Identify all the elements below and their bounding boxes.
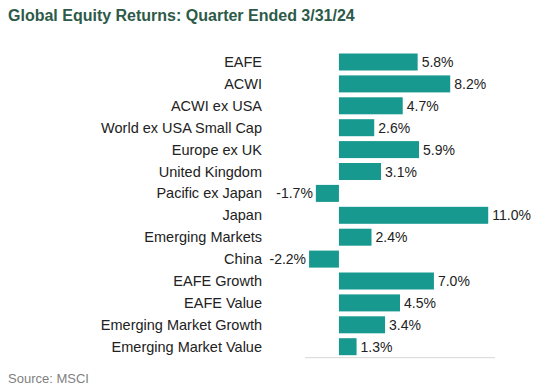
- category-label: Pacific ex Japan: [156, 185, 262, 201]
- data-label: 5.9%: [423, 142, 455, 158]
- bar: [339, 294, 400, 311]
- bar: [339, 338, 357, 355]
- bars: [309, 54, 488, 356]
- data-label: -2.2%: [269, 251, 306, 267]
- data-label: 1.3%: [361, 339, 393, 355]
- bar: [316, 185, 339, 202]
- bar: [339, 316, 385, 333]
- source: Source: MSCI: [8, 371, 89, 386]
- bar: [339, 54, 418, 71]
- bar: [339, 141, 419, 158]
- category-label: Emerging Market Growth: [101, 317, 262, 333]
- category-label: United Kingdom: [159, 164, 262, 180]
- chart: Global Equity Returns: Quarter Ended 3/3…: [0, 0, 554, 390]
- bar: [339, 163, 381, 180]
- bar: [339, 273, 434, 290]
- bar: [339, 207, 488, 224]
- data-label: 2.6%: [378, 120, 410, 136]
- category-label: ACWI: [224, 76, 262, 92]
- bar: [309, 251, 339, 268]
- data-label: 3.1%: [385, 164, 417, 180]
- category-label: Europe ex UK: [172, 142, 263, 158]
- category-label: Japan: [222, 207, 262, 223]
- data-label: 11.0%: [492, 207, 531, 223]
- category-label: Emerging Market Value: [112, 339, 262, 355]
- data-label: 8.2%: [454, 76, 486, 92]
- data-label: 4.7%: [407, 98, 439, 114]
- category-label: EAFE Growth: [173, 273, 262, 289]
- x-axis-line: [305, 357, 495, 358]
- data-label: 5.8%: [422, 54, 454, 70]
- labels: EAFE 5.8% ACWI 8.2% ACWI ex USA 4.7% World ex …: [101, 54, 531, 355]
- category-label: World ex USA Small Cap: [101, 120, 262, 136]
- category-label: EAFE: [224, 54, 262, 70]
- category-label: China: [224, 251, 263, 267]
- category-label: ACWI ex USA: [171, 98, 262, 114]
- bar: [339, 119, 374, 136]
- category-label: Emerging Markets: [144, 229, 262, 245]
- category-label: EAFE Value: [184, 295, 262, 311]
- data-label: 7.0%: [438, 273, 470, 289]
- data-label: -1.7%: [276, 185, 313, 201]
- title: Global Equity Returns: Quarter Ended 3/3…: [8, 7, 355, 24]
- bar: [339, 97, 403, 114]
- bar: [339, 229, 372, 246]
- data-label: 2.4%: [376, 229, 408, 245]
- data-label: 3.4%: [389, 317, 421, 333]
- data-label: 4.5%: [404, 295, 436, 311]
- bar: [339, 75, 450, 92]
